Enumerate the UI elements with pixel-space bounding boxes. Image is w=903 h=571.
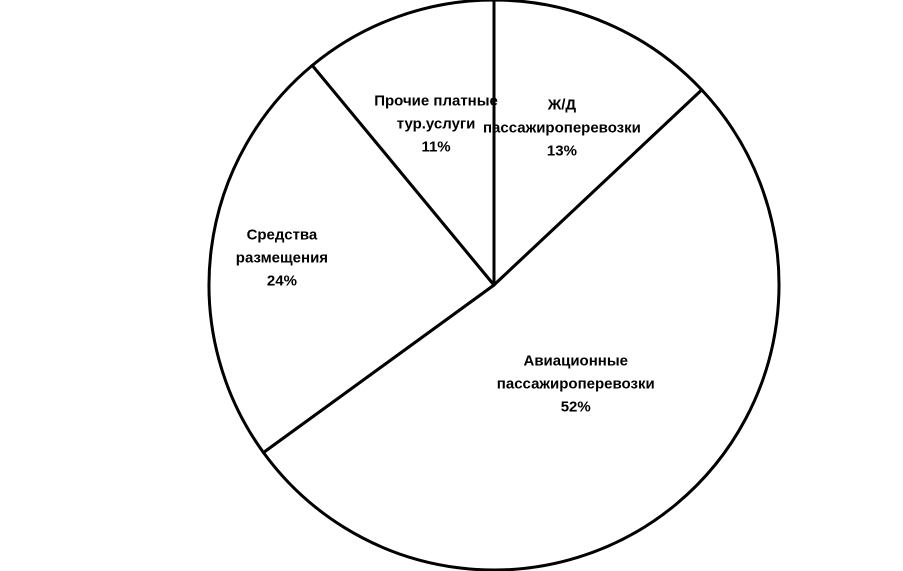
slice-label: Ж/Д пассажироперевозки 13% xyxy=(477,94,647,163)
pie-slice xyxy=(207,63,496,455)
value-label: 11% xyxy=(421,138,451,156)
slice-label: Средства размещения 24% xyxy=(217,224,347,293)
pie-slice xyxy=(310,0,496,287)
category-label: Прочие платные тур.услуги xyxy=(374,92,498,133)
category-label: Средства размещения xyxy=(235,226,329,267)
category-label: Ж/Д пассажироперевозки xyxy=(482,96,641,137)
slice-label: Прочие платные тур.услуги 11% xyxy=(364,90,509,159)
value-label: 24% xyxy=(266,272,297,290)
value-label: 52% xyxy=(560,398,591,416)
slice-label: Авиационные пассажироперевозки 52% xyxy=(488,349,663,418)
category-label: Авиационные пассажироперевозки xyxy=(496,352,655,393)
pie-slice xyxy=(492,0,704,287)
value-label: 13% xyxy=(546,142,577,160)
pie-slice xyxy=(261,88,781,571)
